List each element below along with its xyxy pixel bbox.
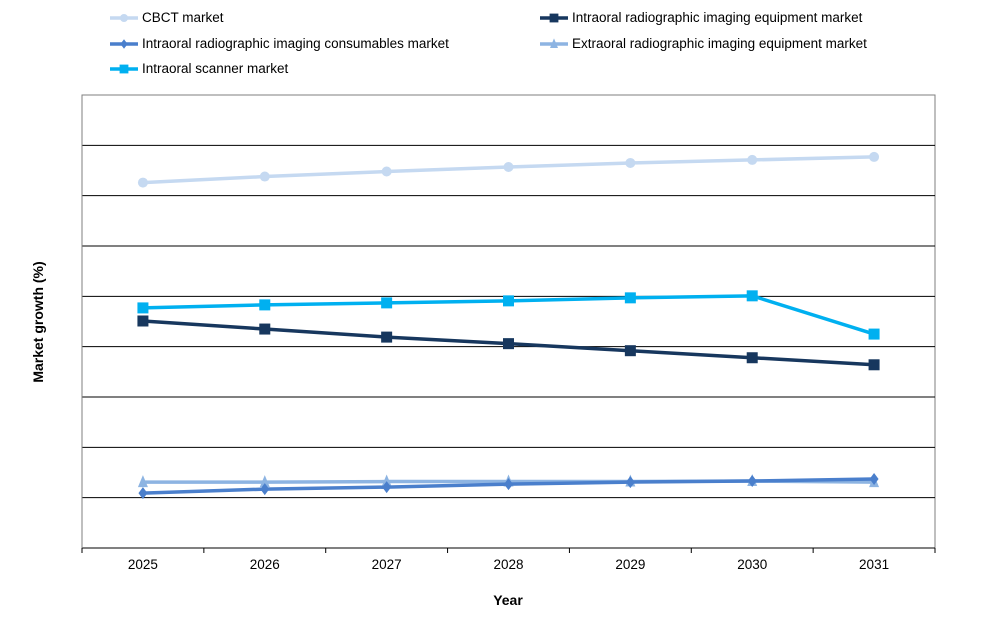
marker-square xyxy=(549,13,559,22)
marker-diamond xyxy=(625,476,635,489)
marker-square xyxy=(137,302,149,314)
marker-circle xyxy=(747,154,758,165)
marker-square xyxy=(119,64,129,73)
marker-square xyxy=(624,292,636,304)
legend-label: CBCT market xyxy=(142,10,224,25)
marker-square xyxy=(624,345,636,357)
legend-label: Extraoral radiographic imaging equipment… xyxy=(572,36,867,51)
legend-item-extraoral: Extraoral radiographic imaging equipment… xyxy=(538,36,867,51)
x-tick-label: 2025 xyxy=(128,557,158,572)
marker-diamond xyxy=(504,478,513,491)
marker-square xyxy=(746,290,758,302)
legend-marker-consumables xyxy=(110,38,138,49)
marker-circle xyxy=(137,177,148,188)
marker-square xyxy=(868,359,880,371)
marker-diamond xyxy=(138,487,148,500)
marker-diamond xyxy=(747,475,757,488)
marker-triangle xyxy=(259,475,270,488)
marker-circle xyxy=(259,171,270,182)
marker-triangle xyxy=(137,475,148,488)
marker-circle xyxy=(625,157,636,168)
marker-diamond xyxy=(869,473,879,486)
marker-square xyxy=(746,352,758,364)
legend-label: Intraoral radiographic imaging equipment… xyxy=(572,10,863,25)
x-tick-label: 2030 xyxy=(737,557,767,572)
marker-square xyxy=(259,323,271,335)
marker-circle xyxy=(503,161,514,172)
legend-item-consumables: Intraoral radiographic imaging consumabl… xyxy=(108,36,449,51)
legend-item-intraoral-equipment: Intraoral radiographic imaging equipment… xyxy=(538,10,862,25)
marker-circle xyxy=(869,151,880,162)
marker-circle xyxy=(381,166,392,177)
marker-diamond xyxy=(382,481,392,494)
marker-square xyxy=(503,295,514,307)
marker-square xyxy=(381,297,393,309)
series-intraoral-scanner-market xyxy=(137,290,880,340)
legend-item-cbct: CBCT market xyxy=(108,10,224,25)
x-tick-label: 2028 xyxy=(493,557,523,572)
marker-square xyxy=(503,338,514,350)
marker-triangle xyxy=(381,474,392,487)
marker-square xyxy=(381,331,393,343)
x-tick-label: 2027 xyxy=(372,557,402,572)
marker-triangle xyxy=(550,37,558,48)
series-intraoral-radiographic-imaging-consumables-market xyxy=(138,473,879,500)
marker-diamond xyxy=(260,483,270,496)
series-cbct-market xyxy=(137,151,880,188)
marker-square xyxy=(259,299,271,311)
legend-marker-intraoral-equipment xyxy=(540,13,568,22)
marker-circle xyxy=(120,13,128,22)
x-axis-label: Year xyxy=(493,592,523,608)
x-tick-label: 2031 xyxy=(859,557,889,572)
marker-square xyxy=(137,315,149,327)
legend-label: Intraoral radiographic imaging consumabl… xyxy=(142,36,449,51)
x-tick-label: 2029 xyxy=(615,557,645,572)
x-tick-label: 2026 xyxy=(250,557,280,572)
marker-diamond xyxy=(120,38,128,49)
series-intraoral-radiographic-imaging-equipment-market xyxy=(137,315,880,371)
marker-square xyxy=(868,328,880,340)
legend-marker-scanner xyxy=(110,64,138,73)
legend-item-scanner: Intraoral scanner market xyxy=(108,61,288,76)
legend-marker-cbct xyxy=(110,13,138,22)
legend-marker-extraoral xyxy=(540,37,568,48)
y-axis-label: Market growth (%) xyxy=(30,261,46,383)
legend-label: Intraoral scanner market xyxy=(142,61,289,76)
